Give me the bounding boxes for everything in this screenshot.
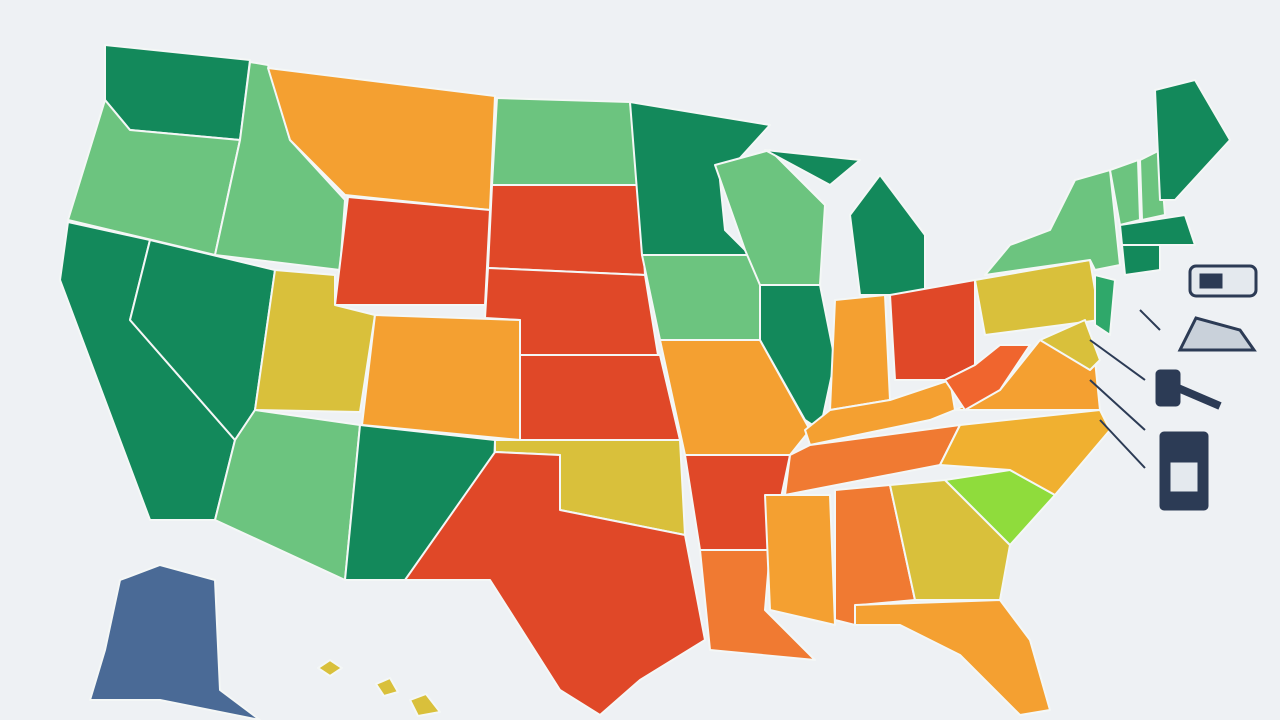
state-region <box>1154 79 1231 201</box>
icon-line <box>1139 309 1161 331</box>
state-region <box>491 97 641 186</box>
icon <box>1169 461 1199 493</box>
icon <box>1177 316 1257 352</box>
side-icons <box>1089 264 1258 511</box>
state-region <box>487 184 646 276</box>
state-region <box>1094 274 1116 336</box>
icon-line <box>1099 419 1146 469</box>
state-region <box>849 174 926 296</box>
state-region <box>764 494 836 626</box>
state-region <box>361 314 521 441</box>
state-region <box>889 279 976 381</box>
state-region <box>1119 214 1196 246</box>
state-region <box>317 659 343 677</box>
state-region <box>804 379 956 446</box>
icon-line <box>1089 339 1146 381</box>
state-region <box>764 149 861 186</box>
icon <box>1199 273 1223 289</box>
state-region <box>519 354 681 441</box>
state-region <box>89 564 261 720</box>
state-region <box>409 693 441 717</box>
state-region <box>944 344 1031 411</box>
state-region <box>404 451 706 716</box>
icon-line <box>1089 379 1146 431</box>
state-region <box>659 339 811 456</box>
state-region <box>1121 244 1161 276</box>
state-region <box>1109 159 1141 226</box>
state-region <box>334 196 491 306</box>
state-region <box>214 409 361 581</box>
state-region <box>829 294 891 411</box>
state-region <box>854 599 1051 716</box>
icon <box>1155 369 1181 407</box>
icon <box>1176 384 1222 410</box>
state-region <box>699 549 816 661</box>
state-region <box>375 677 399 697</box>
state-region <box>889 479 1011 601</box>
state-region <box>1039 319 1101 371</box>
